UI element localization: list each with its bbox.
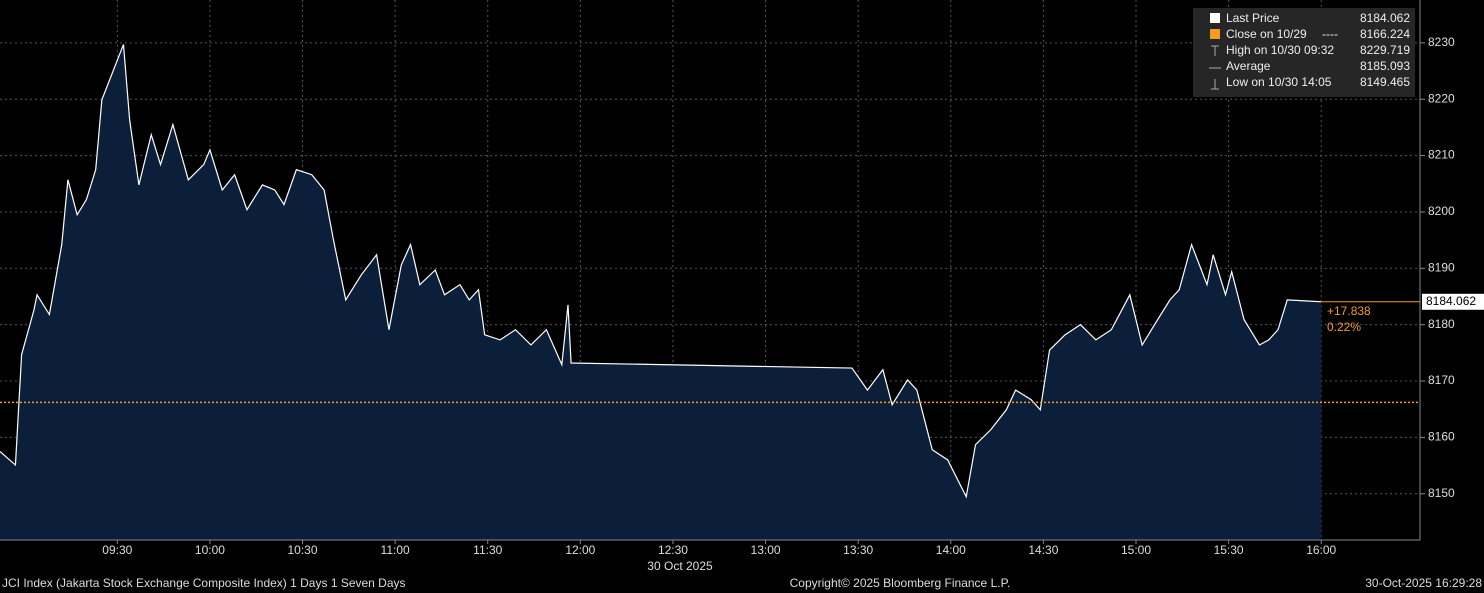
- legend-value: 8229.719: [1360, 43, 1410, 57]
- x-tick-label: 14:30: [1028, 543, 1058, 557]
- x-tick-label: 10:30: [288, 543, 318, 557]
- y-tick-label: 8150: [1428, 486, 1455, 500]
- footer-right: 30-Oct-2025 16:29:28: [1365, 576, 1482, 590]
- y-tick-label: 8190: [1428, 260, 1455, 274]
- legend-label: Average: [1226, 59, 1271, 73]
- x-tick-label: 11:00: [381, 543, 410, 557]
- legend-value: 8166.224: [1360, 27, 1410, 41]
- x-tick-label: 13:00: [751, 543, 781, 557]
- legend: Last Price Close on 10/29 ---- High on 1…: [1193, 8, 1415, 97]
- legend-label: Low on 10/30 14:05: [1226, 75, 1332, 89]
- legend-label: Close on 10/29: [1226, 27, 1307, 41]
- y-tick-label: 8230: [1428, 35, 1455, 49]
- y-tick-label: 8210: [1428, 148, 1455, 162]
- line: [0, 44, 1322, 499]
- legend-style: ----: [1322, 27, 1338, 41]
- legend-label: Last Price: [1226, 11, 1280, 25]
- legend-value: 8184.062: [1360, 11, 1410, 25]
- plot: [0, 44, 1322, 541]
- x-tick-label: 15:00: [1121, 543, 1151, 557]
- x-tick-label: 15:30: [1214, 543, 1244, 557]
- y-tick-label: 8170: [1428, 373, 1455, 387]
- x-tick-label: 16:00: [1306, 543, 1336, 557]
- x-tick-label: 13:30: [843, 543, 873, 557]
- x-tick-label: 09:30: [102, 543, 132, 557]
- x-tick-label: 14:00: [936, 543, 966, 557]
- x-tick-label: 11:30: [473, 543, 502, 557]
- last-price-label: 8184.062: [1426, 294, 1476, 308]
- y-tick-label: 8220: [1428, 91, 1455, 105]
- last-price-box: [1422, 293, 1484, 310]
- footer-left: JCI Index (Jakarta Stock Exchange Compos…: [2, 576, 406, 590]
- y-tick-label: 8180: [1428, 317, 1455, 331]
- y-tick-label: 8200: [1428, 204, 1455, 218]
- legend-box: [1193, 8, 1415, 97]
- area: [0, 44, 1322, 541]
- legend-value: 8185.093: [1360, 59, 1410, 73]
- x-tick-label: 12:00: [565, 543, 595, 557]
- legend-icon: [1211, 79, 1219, 90]
- y-tick-label: 8160: [1428, 430, 1455, 444]
- change: +17.838: [1327, 304, 1371, 318]
- change-pct: 0.22%: [1327, 320, 1361, 334]
- x-axis-label: 30 Oct 2025: [647, 559, 713, 573]
- legend-icon: [1210, 29, 1220, 39]
- legend-icon: [1210, 13, 1220, 23]
- legend-value: 8149.465: [1360, 75, 1410, 89]
- x-tick-label: 12:30: [658, 543, 688, 557]
- legend-icon: [1211, 45, 1219, 56]
- legend-label: High on 10/30 09:32: [1226, 43, 1334, 57]
- x-tick-label: 10:00: [195, 543, 225, 557]
- footer-center: Copyright© 2025 Bloomberg Finance L.P.: [790, 576, 1011, 590]
